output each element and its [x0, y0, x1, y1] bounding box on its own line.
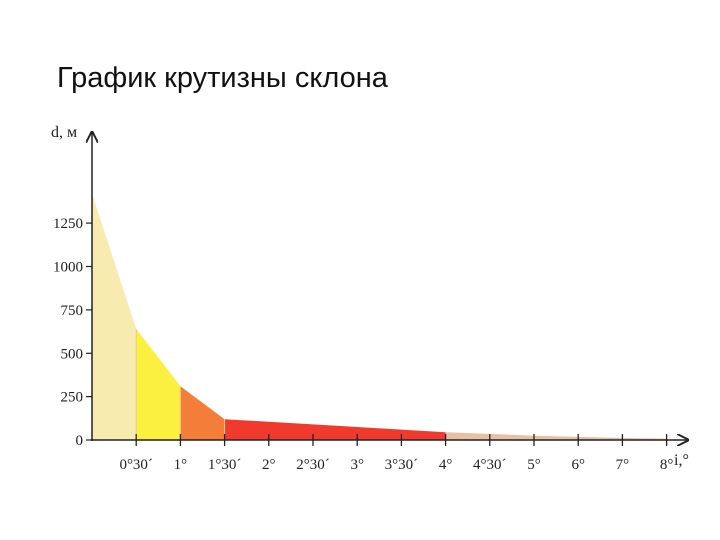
y-axis-label: d, м [51, 124, 77, 141]
y-tick-label-750: 750 [61, 303, 84, 319]
area-zone-5 [445, 432, 667, 440]
area-zone-4 [224, 419, 446, 440]
x-tick-label-8deg: 8° [660, 457, 674, 473]
x-tick-label-5deg: 5° [527, 457, 541, 473]
area-zone-1 [92, 193, 137, 440]
x-tick-label-6deg: 6° [571, 457, 585, 473]
x-axis-label: i,° [674, 452, 689, 469]
y-tick-label-0: 0 [76, 433, 84, 449]
area-zone-2 [136, 329, 181, 440]
y-tick-label-1250: 1250 [53, 216, 83, 232]
x-tick-label-2deg30min: 2°30´ [296, 457, 330, 473]
y-tick-label-1000: 1000 [53, 260, 83, 276]
x-tick-label-0deg30min: 0°30´ [119, 457, 153, 473]
y-axis-ticks: 0 250 500 750 1000 1250 [53, 216, 92, 449]
y-tick-label-500: 500 [61, 346, 84, 362]
x-tick-label-4deg: 4° [439, 457, 453, 473]
y-tick-label-250: 250 [61, 390, 84, 406]
area-zone-3 [180, 386, 225, 440]
x-tick-label-7deg: 7° [616, 457, 630, 473]
x-tick-label-1deg: 1° [174, 457, 188, 473]
x-tick-label-1deg30min: 1°30´ [208, 457, 242, 473]
x-tick-label-2deg: 2° [262, 457, 276, 473]
x-tick-label-3deg: 3° [350, 457, 364, 473]
page-title: График крутизны склона [57, 62, 388, 94]
chart-area-zones [92, 193, 667, 440]
x-tick-label-3deg30min: 3°30´ [385, 457, 419, 473]
x-tick-label-4deg30min: 4°30´ [473, 457, 507, 473]
x-tick-labels: 0°30´ 1° 1°30´ 2° 2°30´ 3° 3°30´ 4° 4°30´ 5° 6° 7° 8… [119, 457, 673, 473]
